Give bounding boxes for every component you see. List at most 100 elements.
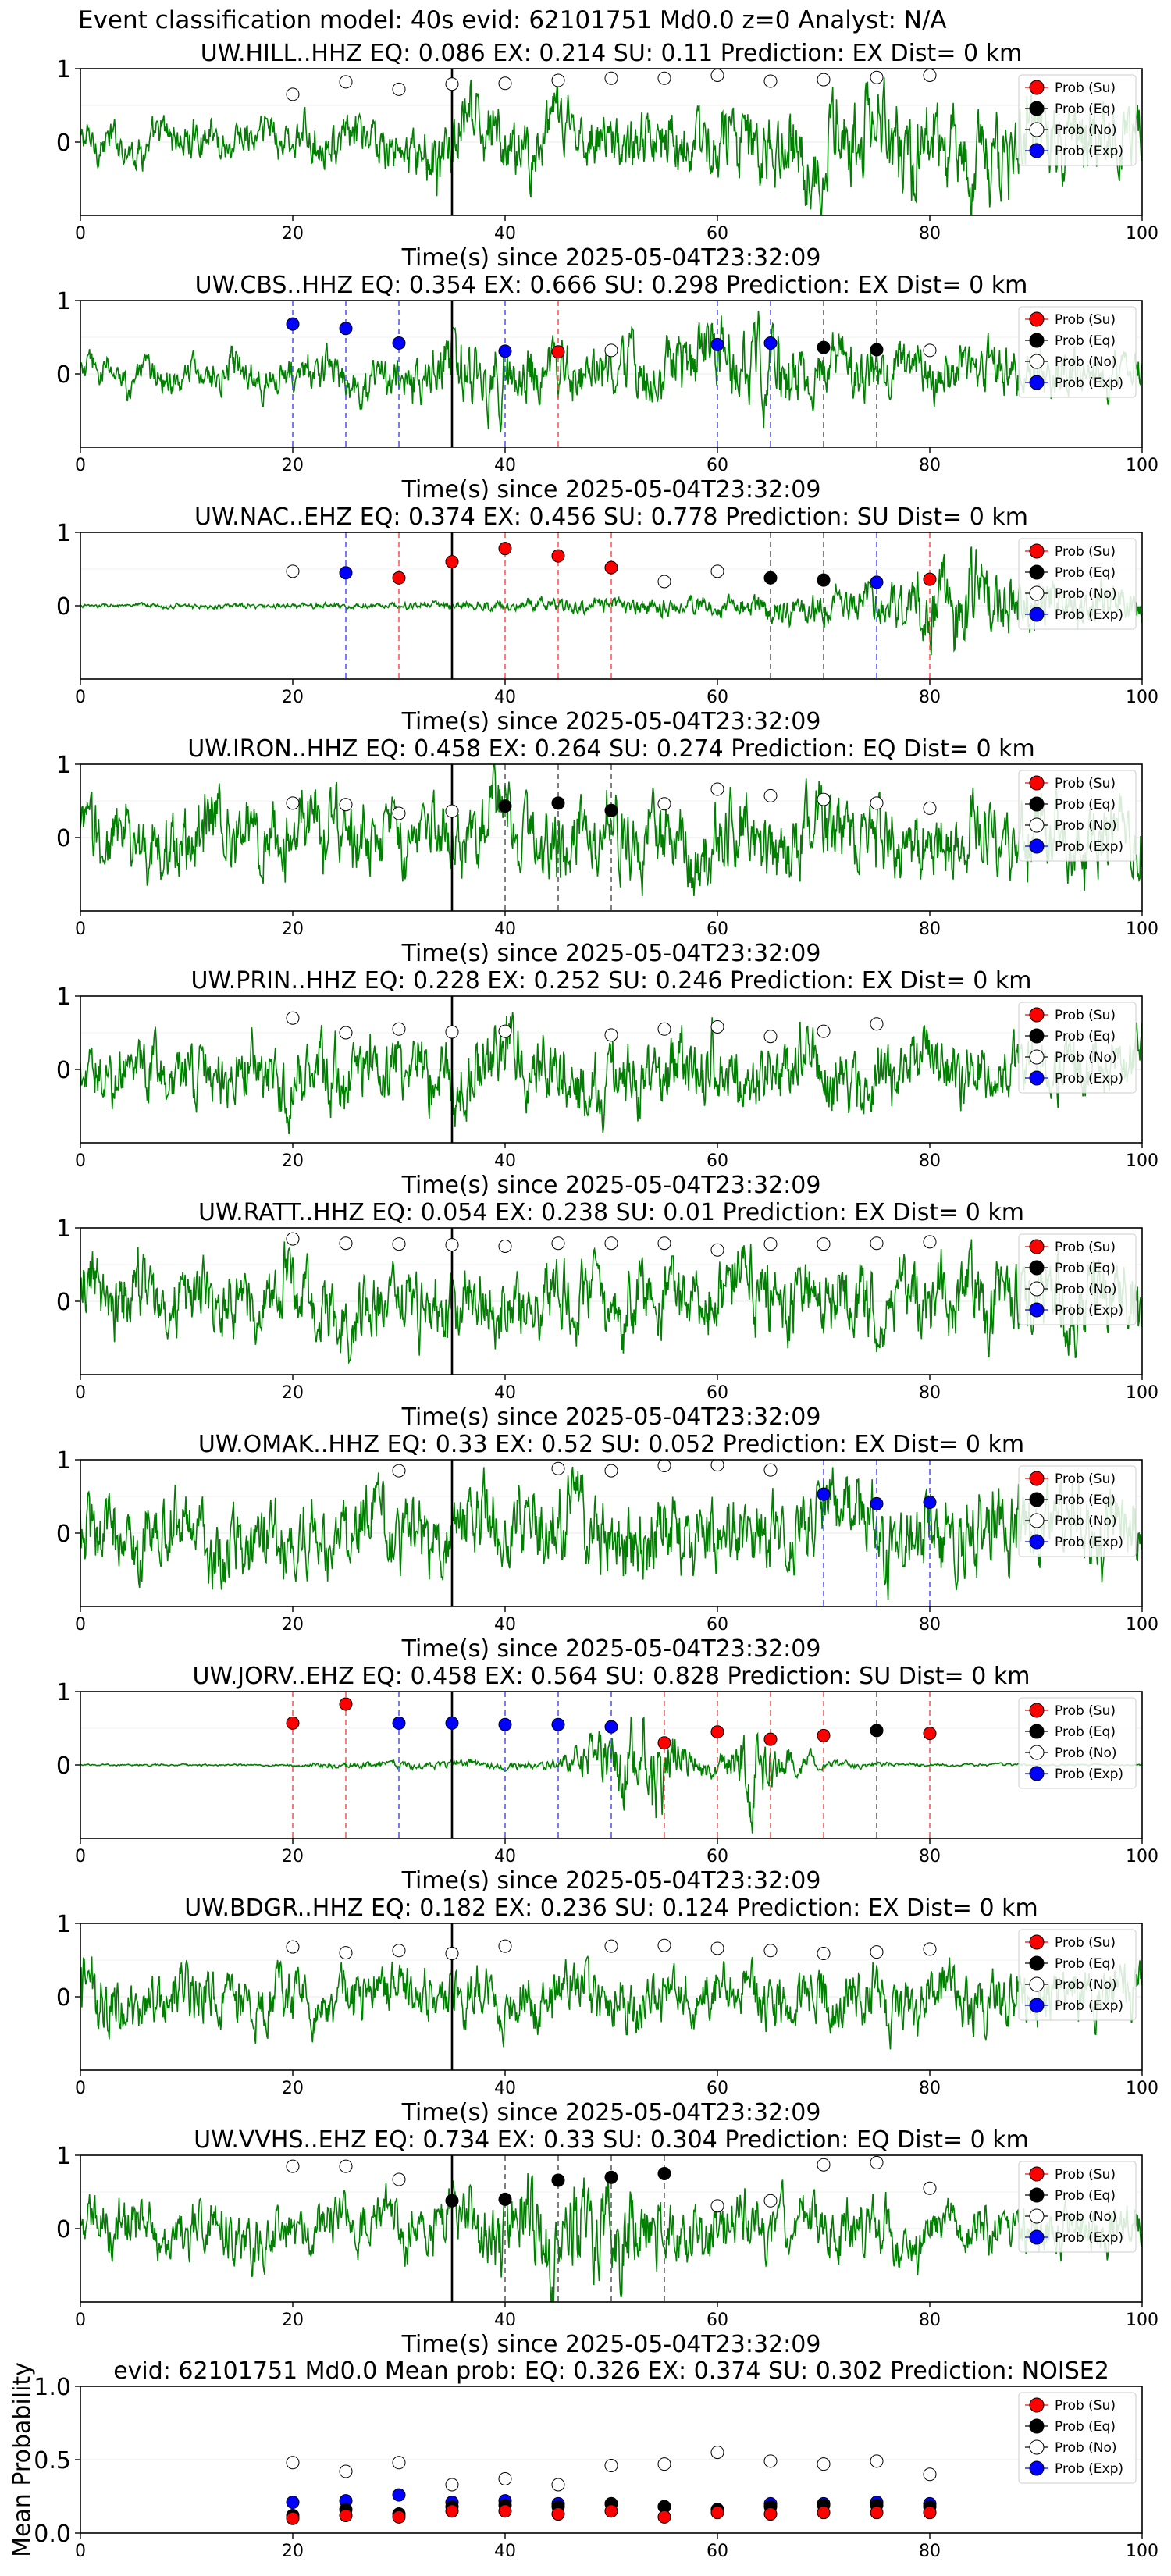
- mean-prob-point-su: [498, 2504, 512, 2518]
- prob-point-no: [923, 1942, 937, 1956]
- chart-title: evid: 62101751 Md0.0 Mean prob: EQ: 0.32…: [113, 2357, 1109, 2385]
- x-tick-label: 100: [1126, 2079, 1159, 2098]
- legend-marker-exp: [1029, 2229, 1045, 2245]
- x-tick-label: 40: [494, 2311, 516, 2330]
- x-tick-label: 20: [282, 2079, 304, 2098]
- legend-marker-eq: [1029, 333, 1045, 348]
- legend-label-no: Prob (No): [1055, 2209, 1117, 2225]
- prob-point-eq: [870, 343, 884, 357]
- prob-point-exp: [604, 1720, 618, 1734]
- chart-panel-7: UW.OMAK..HHZ EQ: 0.33 EX: 0.52 SU: 0.052…: [56, 1431, 1159, 1663]
- prob-point-no: [923, 801, 937, 815]
- prob-point-no: [763, 1463, 778, 1477]
- prob-point-no: [392, 2172, 406, 2186]
- prob-point-no: [870, 70, 884, 84]
- prob-point-eq: [498, 2192, 512, 2206]
- x-tick-label: 20: [282, 1383, 304, 1403]
- prob-point-no: [817, 1947, 831, 1961]
- x-tick-label: 20: [282, 1847, 304, 1866]
- mean-prob-point-no: [551, 2478, 565, 2492]
- legend-marker-su: [1029, 1239, 1045, 1254]
- x-tick-label: 80: [919, 1383, 941, 1403]
- prob-point-eq: [604, 2170, 618, 2184]
- prob-point-exp: [339, 566, 353, 580]
- waveform-trace: [80, 1466, 1142, 1601]
- x-tick-label: 100: [1126, 1383, 1159, 1403]
- x-axis-label: Time(s) since 2025-05-04T23:32:09: [401, 1172, 821, 1199]
- x-tick-label: 40: [494, 920, 516, 939]
- waveform-trace: [80, 1012, 1142, 1135]
- x-tick-label: 0: [75, 920, 86, 939]
- prob-point-no: [286, 87, 300, 101]
- mean-prob-point-exp: [286, 2496, 300, 2510]
- x-tick-label: 0: [75, 224, 86, 244]
- y-tick-label: 1: [56, 752, 71, 779]
- legend-label-eq: Prob (Eq): [1055, 1956, 1116, 1972]
- legend-marker-exp: [1029, 1302, 1045, 1318]
- mean-prob-point-su: [339, 2508, 353, 2522]
- prob-point-exp: [339, 322, 353, 336]
- y-tick-label: 1: [56, 1679, 71, 1706]
- chart-title: UW.OMAK..HHZ EQ: 0.33 EX: 0.52 SU: 0.052…: [198, 1431, 1024, 1458]
- legend-marker-no: [1029, 122, 1045, 137]
- legend: Prob (Su) Prob (Eq) Prob (No) Prob (Exp): [1018, 2161, 1137, 2253]
- legend-label-eq: Prob (Eq): [1055, 333, 1116, 349]
- prob-point-exp: [763, 336, 778, 350]
- legend-marker-no: [1029, 585, 1045, 601]
- legend-marker-exp: [1029, 838, 1045, 854]
- prob-point-eq: [817, 573, 831, 587]
- legend-label-exp: Prob (Exp): [1055, 144, 1123, 159]
- mean-prob-point-su: [817, 2506, 831, 2520]
- prob-point-no: [339, 1236, 353, 1251]
- y-tick-label: 0: [56, 825, 71, 852]
- x-tick-label: 60: [707, 1383, 728, 1403]
- legend-marker-exp: [1029, 1070, 1045, 1086]
- plot-area: [80, 69, 1142, 215]
- legend-marker-no: [1029, 1513, 1045, 1528]
- plot-area: [286, 2446, 937, 2525]
- prob-point-no: [657, 575, 671, 589]
- chart-title: UW.RATT..HHZ EQ: 0.054 EX: 0.238 SU: 0.0…: [198, 1199, 1024, 1226]
- x-tick-label: 100: [1126, 2542, 1159, 2561]
- prob-point-no: [710, 1460, 724, 1472]
- mean-prob-point-su: [392, 2510, 406, 2524]
- prob-point-no: [763, 74, 778, 88]
- plot-area: [80, 532, 1142, 679]
- legend-label-exp: Prob (Exp): [1055, 1071, 1123, 1087]
- legend-marker-exp: [1029, 607, 1045, 622]
- prob-point-exp: [445, 1716, 459, 1730]
- legend-marker-eq: [1029, 101, 1045, 116]
- x-tick-label: 40: [494, 1383, 516, 1403]
- prob-point-exp: [498, 344, 512, 358]
- prob-point-su: [286, 1716, 300, 1730]
- legend-label-no: Prob (No): [1055, 1050, 1117, 1066]
- y-tick-label: 1: [56, 984, 71, 1011]
- legend: Prob (Su) Prob (Eq) Prob (No) Prob (Exp): [1018, 538, 1137, 630]
- legend-box: [1018, 74, 1137, 166]
- x-tick-label: 100: [1126, 2311, 1159, 2330]
- prob-point-eq: [817, 340, 831, 354]
- prob-point-no: [392, 82, 406, 96]
- prob-point-no: [286, 796, 300, 810]
- legend-marker-no: [1029, 1049, 1045, 1065]
- prob-point-exp: [817, 1487, 831, 1501]
- prob-point-eq: [498, 799, 512, 813]
- x-tick-label: 0: [75, 1151, 86, 1171]
- legend-label-su: Prob (Su): [1055, 1240, 1116, 1255]
- legend-label-exp: Prob (Exp): [1055, 375, 1123, 391]
- mean-prob-point-su: [710, 2506, 724, 2520]
- mean-prob-point-no: [763, 2454, 778, 2468]
- prob-point-su: [923, 1727, 937, 1741]
- x-tick-label: 60: [707, 688, 728, 707]
- prob-point-no: [604, 1028, 618, 1042]
- prob-point-exp: [286, 317, 300, 331]
- prob-point-no: [870, 1017, 884, 1031]
- y-tick-label: 0: [56, 1289, 71, 1316]
- mean-prob-point-no: [445, 2478, 459, 2492]
- x-tick-label: 80: [919, 1615, 941, 1635]
- x-tick-label: 40: [494, 456, 516, 475]
- legend-label-eq: Prob (Eq): [1055, 2419, 1116, 2435]
- waveform-trace: [80, 77, 1142, 215]
- legend-marker-su: [1029, 775, 1045, 791]
- legend-label-exp: Prob (Exp): [1055, 1535, 1123, 1550]
